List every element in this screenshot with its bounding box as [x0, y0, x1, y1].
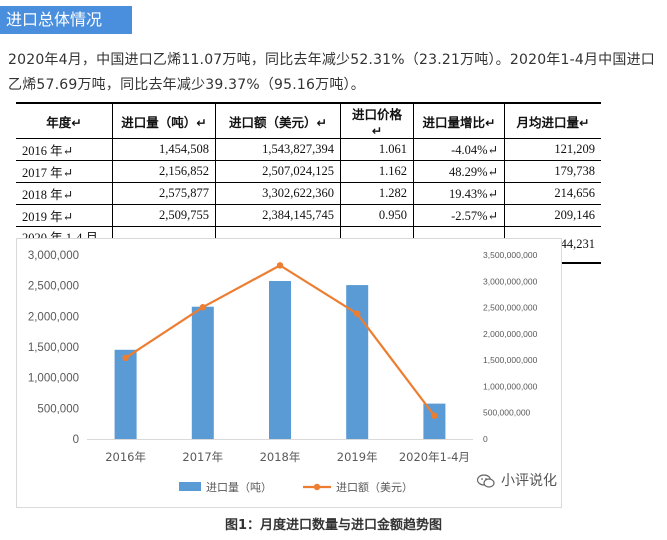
cell-amount: 3,302,622,360: [215, 182, 341, 205]
y2-tick-label: 2,000,000,000: [483, 329, 538, 339]
y2-tick-label: 0: [483, 434, 488, 444]
x-tick-label: 2018年: [260, 450, 301, 464]
col-header-price: 进口价格↵: [340, 103, 414, 139]
cell-amount: 2,384,145,745: [215, 204, 341, 227]
x-tick-label: 2017年: [182, 450, 223, 464]
cell-growth: 19.43%↵: [413, 182, 505, 205]
watermark: 小评说化: [477, 470, 557, 490]
cell-price: 1.162: [340, 160, 414, 183]
intro-paragraph: 2020年4月，中国进口乙烯11.07万吨，同比去年减少52.31%（23.21…: [8, 52, 655, 93]
y-tick-label: 1,000,000: [28, 373, 79, 385]
y2-tick-label: 2,500,000,000: [483, 303, 538, 313]
table-row: 2016 年↵ 1,454,508 1,543,827,394 1.061 -4…: [16, 138, 601, 161]
col-header-year: 年度↵: [16, 103, 113, 139]
cell-volume: 2,509,755: [112, 204, 216, 227]
cell-monthly: 209,146: [504, 204, 601, 227]
x-tick-label: 2020年1-4月: [399, 450, 470, 464]
y-tick-label: 500,000: [37, 403, 79, 415]
col-header-monthly: 月均进口量↵: [504, 103, 601, 139]
chart-canvas: 0 500,000 1,000,000 1,500,000 2,000,000 2,500…: [28, 250, 538, 494]
line-point: [122, 354, 129, 362]
y-tick-label: 2,000,000: [28, 311, 79, 323]
line-point: [431, 412, 438, 419]
cell-year: 2019 年↵: [16, 204, 113, 227]
bar: [114, 349, 137, 439]
figure-caption: 图1：月度进口数量与进口金额趋势图: [224, 518, 443, 533]
y-tick-label: 3,000,000: [28, 250, 79, 262]
bar: [191, 306, 214, 439]
y-tick-label: 1,500,000: [28, 342, 79, 354]
cell-price: 1.282: [340, 182, 414, 205]
y-tick-label: 0: [73, 434, 79, 446]
y2-tick-label: 3,500,000,000: [483, 250, 538, 260]
table-row: 2019 年↵ 2,509,755 2,384,145,745 0.950 -2…: [16, 204, 601, 227]
table-row: 2018 年↵ 2,575,877 3,302,622,360 1.282 19…: [16, 182, 601, 205]
table-header-row: 年度↵ 进口量（吨）↵ 进口额（美元）↵ 进口价格↵ 进口量增比↵ 月均进口量↵: [16, 103, 601, 139]
cell-price: 0.950: [340, 204, 414, 227]
cell-year: 2017 年↵: [16, 160, 113, 183]
y2-tick-label: 1,000,000,000: [483, 381, 538, 391]
col-header-amount: 进口额（美元）↵: [215, 103, 341, 139]
bar: [269, 281, 291, 439]
line-point: [354, 310, 361, 317]
col-header-volume: 进口量（吨）↵: [112, 103, 216, 139]
cell-year: 2018 年↵: [16, 182, 113, 205]
table-row: 2017 年↵ 2,156,852 2,507,024,125 1.162 48…: [16, 160, 601, 183]
watermark-text: 小评说化: [501, 473, 557, 489]
col-header-growth: 进口量增比↵: [413, 103, 505, 139]
cell-volume: 2,156,852: [112, 160, 216, 183]
y2-tick-label: 500,000,000: [483, 408, 531, 418]
x-tick-label: 2019年: [337, 450, 378, 464]
cell-amount: 1,543,827,394: [215, 138, 341, 161]
combo-chart: 0 500,000 1,000,000 1,500,000 2,000,000 2,500…: [16, 238, 562, 508]
cell-growth: 48.29%↵: [413, 160, 505, 183]
cell-price: 1.061: [340, 138, 414, 161]
bar: [423, 403, 446, 439]
section-header: 进口总体情况: [0, 6, 132, 34]
legend-label: 进口量（吨）: [206, 481, 272, 494]
cell-growth: -4.04%↵: [413, 138, 505, 161]
x-tick-label: 2016年: [105, 450, 146, 464]
bar: [346, 285, 369, 439]
cell-monthly: 121,209: [504, 138, 601, 161]
legend-label: 进口额（美元）: [336, 481, 413, 494]
line-point: [276, 262, 284, 269]
legend-swatch-marker: [313, 483, 321, 491]
cell-amount: 2,507,024,125: [215, 160, 341, 183]
legend-swatch-bar: [179, 482, 201, 491]
cell-volume: 2,575,877: [112, 182, 216, 205]
cell-monthly: 214,656: [504, 182, 601, 205]
y2-tick-label: 1,500,000,000: [483, 355, 538, 365]
cell-growth: -2.57%↵: [413, 204, 505, 227]
cell-monthly: 179,738: [504, 160, 601, 183]
wechat-icon: [477, 474, 495, 488]
cell-volume: 1,454,508: [112, 138, 216, 161]
y-tick-label: 2,500,000: [28, 281, 79, 293]
cell-year: 2016 年↵: [16, 138, 113, 161]
y2-tick-label: 3,000,000,000: [483, 276, 538, 286]
line-point: [199, 304, 206, 311]
